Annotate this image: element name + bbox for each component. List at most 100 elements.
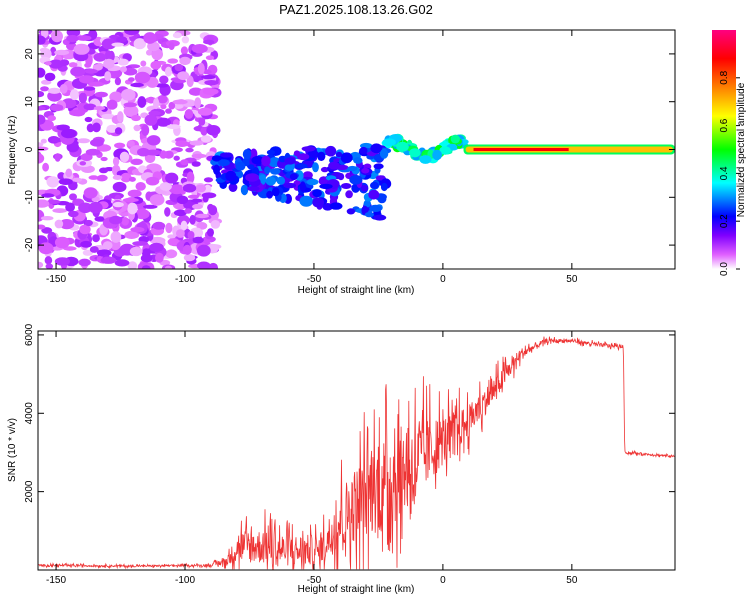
heatmap-cell: [197, 261, 211, 269]
heatmap-cell: [83, 103, 97, 111]
heatmap-cell: [104, 50, 113, 61]
heatmap-cell: [373, 163, 384, 170]
heatmap-cell: [159, 182, 172, 191]
heatmap-cell: [363, 199, 371, 208]
heatmap-cell: [184, 208, 192, 214]
colorbar-tick-label: 0.4: [719, 166, 730, 180]
heatmap-cell: [317, 151, 326, 161]
heatmap-cell: [88, 81, 105, 87]
heatmap-cell: [85, 148, 101, 156]
heatmap-cell: [94, 216, 107, 222]
heatmap-cell: [78, 92, 87, 104]
heatmap-cell: [276, 176, 286, 185]
heatmap-cell: [141, 265, 151, 269]
heatmap-cell: [337, 173, 345, 181]
heatmap-cell: [54, 236, 70, 249]
heatmap-cell: [325, 145, 337, 157]
heatmap-cell: [129, 246, 143, 257]
heatmap-cell: [133, 38, 146, 50]
heatmap-cell: [208, 262, 218, 269]
heatmap-cell: [88, 175, 99, 180]
heatmap-cell: [44, 256, 53, 265]
heatmap-cell: [177, 71, 190, 81]
heatmap-cell: [361, 167, 370, 174]
heatmap-cell: [140, 254, 153, 263]
heatmap-cell: [187, 194, 200, 199]
heatmap-cell: [180, 159, 189, 166]
heatmap-cell: [184, 109, 194, 119]
heatmap-cell: [299, 181, 306, 193]
heatmap-cell: [195, 213, 209, 219]
heatmap-cell: [151, 48, 163, 61]
heatmap-cell: [396, 141, 409, 152]
snr-ylabel: SNR (10 * v/v): [7, 418, 18, 482]
heatmap-cell: [379, 148, 389, 159]
heatmap-cell: [167, 238, 180, 246]
heatmap-cell: [197, 62, 205, 75]
heatmap-cell: [117, 111, 124, 123]
heatmap-cell: [207, 228, 214, 237]
heatmap-cell: [164, 66, 173, 77]
heatmap-cell: [132, 241, 149, 246]
heatmap-cell: [131, 114, 141, 122]
snr-panel: -150 -100 -50 0 50 2000 4000 6000 Height of str…: [7, 323, 676, 595]
heatmap-cell: [359, 146, 368, 155]
heatmap-cell: [187, 231, 195, 239]
heatmap-cell: [247, 185, 260, 192]
heatmap-cell: [370, 143, 383, 154]
heatmap-cell: [200, 135, 212, 143]
heatmap-cell: [179, 56, 191, 66]
heatmap-cell: [368, 189, 380, 200]
heatmap-cell: [38, 146, 49, 152]
heatmap-cell: [152, 221, 166, 230]
heatmap-cell: [69, 193, 77, 201]
heatmap-cell: [104, 71, 112, 82]
heatmap-cell: [204, 184, 212, 194]
heatmap-cell: [219, 180, 227, 189]
heatmap-cell: [111, 42, 124, 47]
heatmap-cell: [145, 149, 162, 156]
x-tick-label: -100: [175, 575, 195, 586]
heatmap-cell: [202, 69, 212, 75]
heatmap-cell: [59, 219, 75, 230]
heatmap-cell: [153, 97, 160, 110]
heatmap-cell: [382, 138, 396, 147]
y-tick-label: 10: [24, 96, 35, 108]
heatmap-cell: [312, 197, 325, 208]
heatmap-cell: [69, 109, 86, 117]
heatmap-cell: [123, 105, 139, 117]
heatmap-cell: [210, 220, 221, 229]
heatmap-cell: [65, 168, 73, 178]
heatmap-cell: [159, 150, 168, 159]
heatmap-cell: [45, 61, 52, 66]
heatmap-cell: [80, 240, 92, 248]
heatmap-cell: [86, 123, 95, 133]
heatmap-cell: [63, 246, 77, 251]
heatmap-cell: [102, 241, 113, 250]
heatmap-cell: [50, 46, 57, 57]
heatmap-cell: [266, 190, 273, 199]
heatmap-cell: [75, 35, 92, 41]
heatmap-cell: [206, 125, 221, 136]
heatmap-cell: [42, 162, 49, 172]
heatmap-cell: [295, 163, 308, 169]
y-tick-label: 4000: [24, 402, 35, 425]
heatmap-cell: [242, 149, 252, 160]
heatmap-cell: [264, 166, 271, 175]
heatmap-cell: [40, 138, 47, 144]
heatmap-cell: [39, 47, 49, 53]
heatmap-cell: [103, 58, 115, 69]
heatmap-cell: [270, 168, 281, 175]
heatmap-cell: [65, 202, 75, 212]
heatmap-cell: [364, 211, 374, 218]
heatmap-cell: [48, 59, 64, 69]
heatmap-cell: [195, 184, 206, 193]
heatmap-cell: [54, 219, 64, 229]
heatmap-cell: [473, 148, 569, 151]
heatmap-cell: [319, 183, 333, 190]
y-tick-label: -20: [24, 237, 35, 252]
heatmap-cell: [251, 155, 265, 165]
colorbar-tick-label: 0.6: [719, 118, 730, 132]
heatmap-cell: [133, 124, 141, 132]
